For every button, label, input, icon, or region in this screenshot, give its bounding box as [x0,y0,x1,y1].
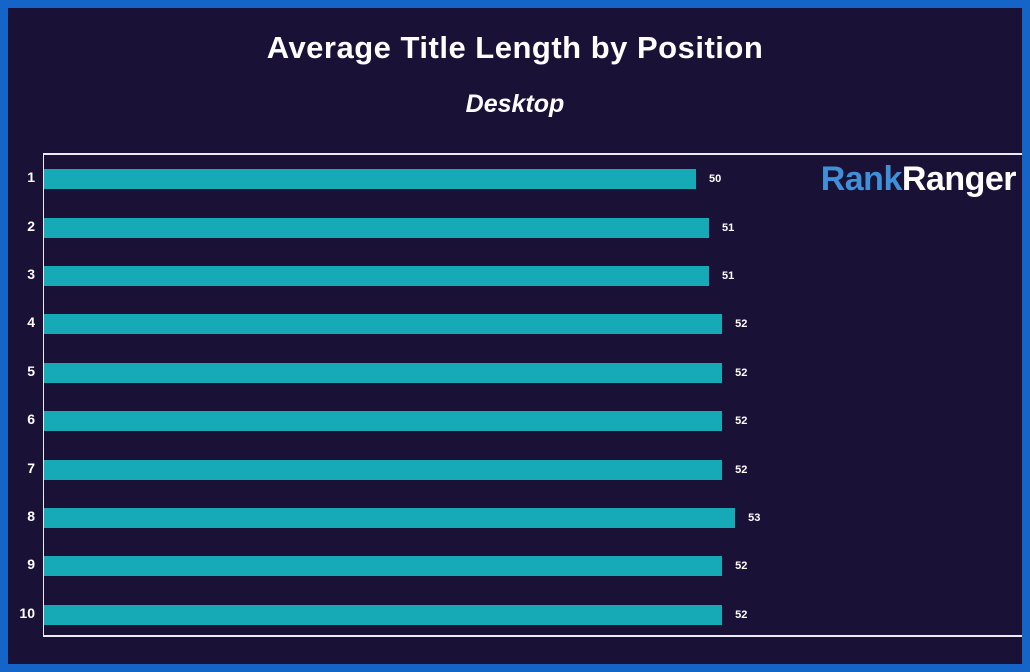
bar-row: 52 [44,314,1022,335]
bar-value-label: 52 [735,608,748,621]
logo-text-rank: Rank [820,160,903,198]
y-axis-label: 5 [27,362,35,379]
bar [44,266,710,286]
bar-value-label: 50 [708,173,722,186]
y-axis-label: 3 [27,266,35,282]
bar [44,169,696,190]
bar-value-label: 51 [722,221,735,234]
bar-row: 52 [44,604,1022,625]
bar-value-label: 52 [735,318,748,331]
plot-area: 50 51 51 52 52 52 52 53 52 52 [43,153,1022,637]
bar-row: 51 [44,217,1022,238]
bar-value-label: 52 [735,560,748,573]
y-axis-label: 7 [27,459,35,476]
bar [44,508,736,528]
bar [44,604,723,625]
bar [44,411,723,432]
bar-row: 52 [44,411,1022,432]
bar-row: 52 [44,556,1022,577]
bar [44,362,723,383]
y-axis-label: 2 [27,217,35,234]
bar-row: 51 [44,266,1022,286]
y-axis-labels: 1 2 3 4 5 6 7 8 9 10 [8,153,35,637]
y-axis-label: 1 [27,169,35,186]
bar-value-label: 52 [735,415,748,428]
bar-value-label: 52 [735,366,748,379]
y-axis-label: 4 [27,314,35,331]
bar-row: 52 [44,362,1022,383]
bar [44,459,723,480]
bar-value-label: 53 [748,512,761,524]
y-axis-label: 8 [27,508,35,524]
rankranger-logo: RankRanger [820,160,1017,199]
bar-row: 53 [44,508,1022,528]
y-axis-label: 10 [19,604,35,621]
logo-text-ranger: Ranger [901,160,1017,198]
y-axis-label: 6 [27,411,35,428]
bar-row: 50 [44,169,1022,190]
bar-value-label: 51 [722,270,735,282]
bar [44,556,723,577]
bar [44,217,710,238]
chart-subtitle: Desktop [465,90,565,118]
y-axis-label: 9 [27,556,35,573]
bar-row: 52 [44,459,1022,480]
bar-value-label: 52 [735,463,748,476]
bar [44,314,723,335]
chart-title: Average Title Length by Position [266,30,764,65]
